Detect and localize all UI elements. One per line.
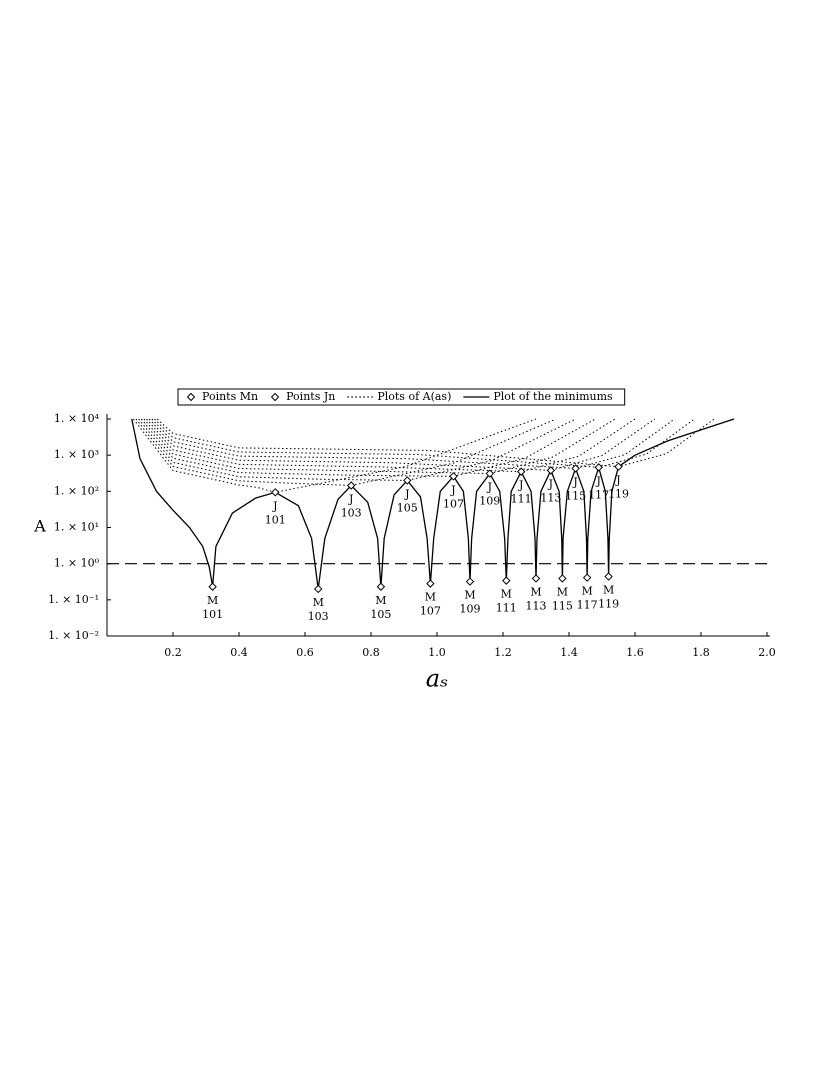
- point-letter: M: [501, 588, 512, 601]
- legend-box: [177, 388, 626, 406]
- point-label: 107: [443, 497, 464, 510]
- point-marker: [614, 462, 623, 471]
- x-tick-label: 2.0: [758, 646, 776, 659]
- point-label: 117: [577, 599, 598, 612]
- y-tick-label: 1. × 10⁻²: [48, 629, 99, 642]
- point-label: 113: [540, 491, 561, 504]
- legend-label: Points Jn: [286, 390, 335, 403]
- point-label: 113: [526, 599, 547, 612]
- point-letter: J: [548, 477, 553, 490]
- legend-label: Plot of the minimums: [493, 390, 613, 403]
- point-letter: M: [603, 584, 614, 597]
- point-letter: J: [487, 481, 492, 494]
- y-axis-label: A: [33, 517, 46, 536]
- point-letter: M: [375, 594, 386, 607]
- point-letter: J: [572, 475, 577, 488]
- point-marker: [558, 574, 567, 583]
- point-label: 101: [202, 608, 223, 621]
- point-marker: [465, 577, 475, 586]
- point-marker: [426, 579, 435, 588]
- x-tick-label: 1.8: [692, 646, 710, 659]
- point-marker: [582, 573, 592, 582]
- point-marker: [403, 476, 412, 485]
- x-tick-label: 1.0: [428, 646, 446, 659]
- point-marker: [502, 576, 511, 585]
- y-tick-label: 1. × 10¹: [54, 521, 99, 534]
- point-letter: J: [615, 474, 620, 487]
- x-tick-label: 0.4: [230, 646, 248, 659]
- point-letter: J: [404, 487, 409, 500]
- legend-label: Points Mn: [202, 390, 258, 403]
- series-line: [131, 418, 735, 590]
- point-label: 111: [496, 602, 517, 615]
- legend-item: Points Mn: [186, 390, 258, 403]
- point-marker: [376, 582, 386, 591]
- point-marker: [346, 481, 356, 490]
- point-label: 105: [370, 608, 391, 621]
- x-tick-label: 0.2: [164, 646, 182, 659]
- point-marker: [516, 467, 526, 476]
- x-axis-label: aₛ: [426, 665, 448, 693]
- x-tick-label: 0.6: [296, 646, 314, 659]
- series-line: [133, 418, 715, 493]
- point-label: 117: [588, 488, 609, 501]
- point-letter: M: [582, 585, 593, 598]
- point-letter: J: [348, 492, 353, 505]
- y-tick-label: 1. × 10⁰: [54, 557, 100, 570]
- point-letter: M: [530, 585, 541, 598]
- y-tick-label: 1. × 10⁴: [54, 412, 100, 425]
- point-letter: J: [595, 474, 600, 487]
- point-letter: M: [464, 589, 475, 602]
- point-marker: [485, 469, 495, 478]
- x-tick-label: 1.4: [560, 646, 578, 659]
- legend-marker: [270, 392, 280, 402]
- y-tick-label: 1. × 10⁻¹: [48, 593, 99, 606]
- point-label: 109: [460, 603, 481, 616]
- point-letter: M: [313, 596, 324, 609]
- legend-item: Points Jn: [270, 390, 335, 403]
- point-label: 115: [552, 599, 573, 612]
- point-marker: [313, 584, 323, 594]
- x-tick-label: 0.8: [362, 646, 380, 659]
- point-label: 101: [265, 513, 286, 526]
- point-marker: [571, 464, 580, 473]
- point-letter: M: [425, 591, 436, 604]
- x-tick-label: 1.2: [494, 646, 512, 659]
- point-letter: M: [557, 585, 568, 598]
- point-letter: J: [450, 483, 455, 496]
- point-marker: [604, 572, 613, 581]
- y-tick-label: 1. × 10²: [54, 484, 99, 497]
- legend-label: Plots of A(as): [377, 390, 451, 403]
- point-label: 109: [479, 495, 500, 508]
- legend-item: Plots of A(as): [347, 390, 451, 403]
- point-label: 103: [341, 506, 362, 519]
- point-marker: [546, 466, 556, 475]
- point-label: 107: [420, 605, 441, 618]
- point-marker: [208, 582, 217, 591]
- legend-marker: [186, 392, 196, 402]
- legend-item: Plot of the minimums: [463, 390, 613, 403]
- point-label: 111: [511, 493, 532, 506]
- point-label: 119: [598, 598, 619, 611]
- point-marker: [594, 463, 603, 472]
- point-label: 119: [608, 488, 629, 501]
- point-marker: [531, 574, 541, 583]
- point-letter: M: [207, 594, 218, 607]
- x-tick-label: 1.6: [626, 646, 644, 659]
- point-label: 103: [308, 610, 329, 623]
- point-marker: [449, 472, 458, 481]
- point-label: 115: [565, 489, 586, 502]
- plot-area: [131, 418, 735, 590]
- point-letter: J: [518, 479, 523, 492]
- y-tick-label: 1. × 10³: [54, 448, 99, 461]
- point-label: 105: [397, 501, 418, 514]
- point-marker: [271, 488, 280, 497]
- point-letter: J: [272, 499, 277, 512]
